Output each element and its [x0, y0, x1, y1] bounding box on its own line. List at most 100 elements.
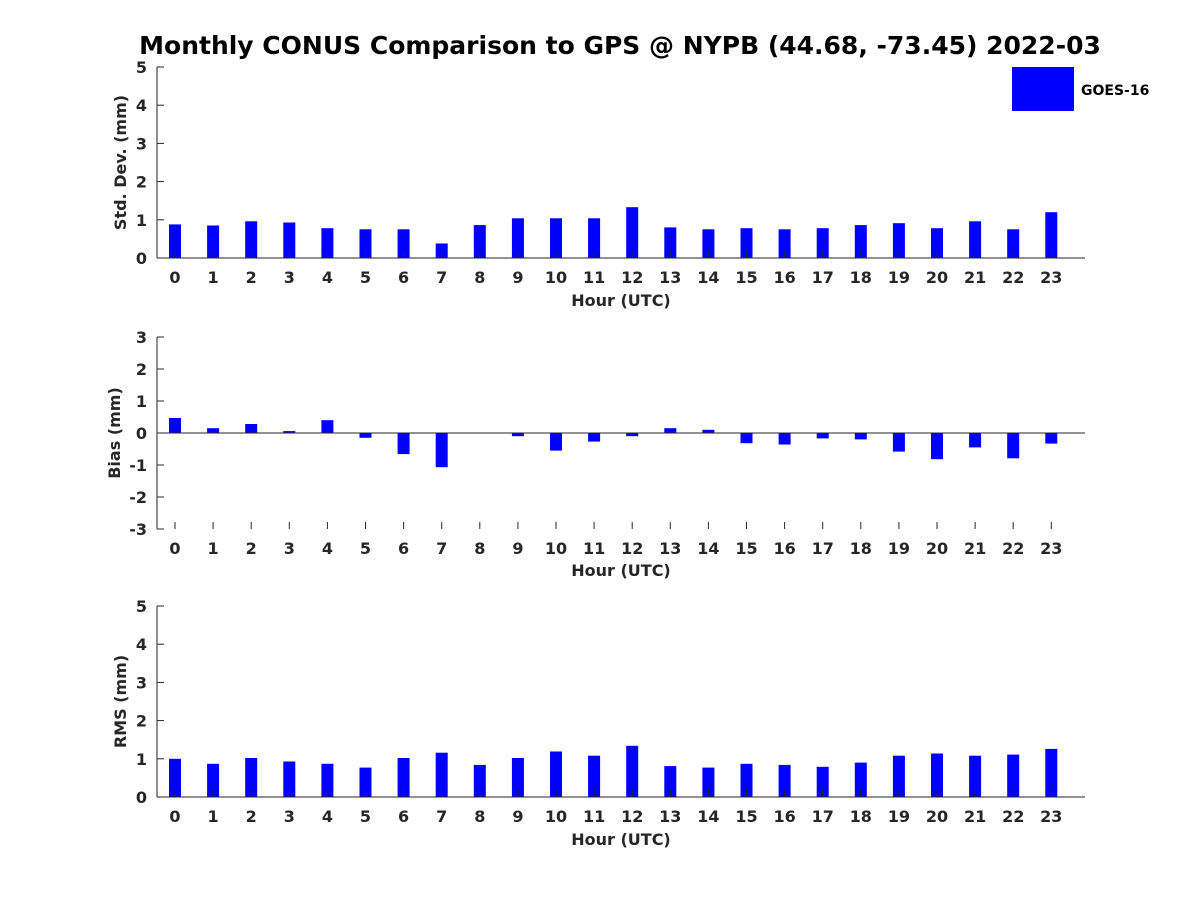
std-dev-x-tick-label: 7: [436, 268, 447, 287]
rms-y-tick-label: 1: [136, 750, 147, 769]
bias-x-tick-label: 3: [284, 539, 295, 558]
bias-bar-hour-0: [169, 418, 181, 433]
bias-x-tick-label: 17: [812, 539, 834, 558]
bias-x-tick-label: 5: [360, 539, 371, 558]
std-dev-x-tick-label: 12: [621, 268, 643, 287]
rms-x-axis-label: Hour (UTC): [571, 830, 671, 849]
bias-bar-hour-9: [511, 433, 524, 437]
std-dev-bar-hour-22: [1007, 229, 1020, 258]
rms-bar-hour-16: [778, 764, 791, 797]
std-dev-y-tick-label: 3: [136, 134, 147, 153]
std-dev-x-tick-label: 6: [398, 268, 409, 287]
rms-bar-hour-22: [1007, 754, 1020, 797]
bias-x-tick-label: 6: [398, 539, 409, 558]
bias-bar-hour-2: [245, 424, 258, 433]
std-dev-bar-hour-7: [435, 243, 448, 258]
std-dev-bar-hour-14: [702, 229, 715, 258]
std-dev-y-tick-label: 0: [136, 249, 147, 268]
legend: GOES-16: [1012, 67, 1149, 111]
std-dev-y-tick-label: 2: [136, 173, 147, 192]
std-dev-bar-hour-11: [588, 218, 601, 258]
rms-bar-hour-9: [511, 758, 524, 797]
std-dev-x-tick-label: 3: [284, 268, 295, 287]
rms-y-tick-label: 3: [136, 673, 147, 692]
rms-bar-hour-14: [702, 767, 715, 797]
chart-title: Monthly CONUS Comparison to GPS @ NYPB (…: [139, 31, 1101, 60]
rms-bar-hour-21: [969, 755, 982, 797]
bias-bar-hour-17: [816, 433, 829, 439]
rms-x-tick-label: 0: [169, 807, 180, 826]
bias-x-tick-label: 11: [583, 539, 605, 558]
std-dev-x-tick-label: 14: [697, 268, 719, 287]
bias-bar-hour-12: [626, 433, 639, 437]
std-dev-y-tick-label: 4: [136, 96, 147, 115]
rms-y-tick-label: 4: [136, 635, 147, 654]
std-dev-bar-hour-17: [816, 228, 829, 258]
rms-bar-hour-10: [550, 751, 562, 797]
rms-x-tick-label: 17: [812, 807, 834, 826]
bias-x-tick-label: 2: [246, 539, 257, 558]
std-dev-bar-hour-18: [854, 225, 867, 258]
bias-x-tick-label: 22: [1002, 539, 1024, 558]
std-dev-bar-hour-1: [207, 225, 220, 258]
std-dev-bar-hour-6: [397, 229, 410, 258]
bias-y-tick-label: -2: [129, 488, 147, 507]
rms-x-tick-label: 7: [436, 807, 447, 826]
bias-bar-hour-14: [702, 429, 715, 433]
std-dev-x-tick-label: 15: [735, 268, 757, 287]
rms-x-tick-label: 10: [545, 807, 567, 826]
std-dev-y-axis-label: Std. Dev. (mm): [111, 95, 130, 230]
std-dev-y-tick-label: 5: [136, 58, 147, 77]
std-dev-bar-hour-12: [626, 207, 639, 258]
rms-x-tick-label: 4: [322, 807, 333, 826]
bias-y-tick-label: 1: [136, 392, 147, 411]
bias-x-tick-label: 4: [322, 539, 333, 558]
std-dev-bar-hour-8: [473, 225, 486, 258]
rms-bar-hour-7: [435, 752, 448, 797]
bias-bar-hour-19: [892, 433, 905, 452]
bias-x-tick-label: 15: [735, 539, 757, 558]
rms-bar-hour-2: [245, 758, 258, 797]
std-dev-bar-hour-5: [359, 229, 372, 258]
bias-y-tick-label: 2: [136, 360, 147, 379]
std-dev-bar-hour-0: [169, 224, 181, 258]
std-dev-bar-hour-9: [511, 218, 524, 258]
bias-x-tick-label: 9: [512, 539, 523, 558]
std-dev-x-axis-label: Hour (UTC): [571, 291, 671, 310]
rms-bar-hour-23: [1045, 748, 1058, 797]
bias-x-tick-label: 13: [659, 539, 681, 558]
std-dev-x-tick-label: 23: [1040, 268, 1062, 287]
bias-x-axis-label: Hour (UTC): [571, 561, 671, 580]
bias-x-tick-label: 16: [773, 539, 795, 558]
bias-y-tick-label: 3: [136, 328, 147, 347]
std-dev-x-tick-label: 1: [208, 268, 219, 287]
rms-bar-hour-13: [664, 766, 677, 797]
rms-x-tick-label: 18: [850, 807, 872, 826]
rms-x-tick-label: 14: [697, 807, 719, 826]
bias-x-tick-label: 23: [1040, 539, 1062, 558]
bias-y-tick-label: -3: [129, 520, 147, 539]
std-dev-x-tick-label: 0: [169, 268, 180, 287]
bias-bar-hour-15: [740, 433, 753, 444]
bias-y-tick-label: 0: [136, 424, 147, 443]
std-dev-x-tick-label: 13: [659, 268, 681, 287]
bias-x-tick-label: 19: [888, 539, 910, 558]
std-dev-x-tick-label: 18: [850, 268, 872, 287]
rms-bar-hour-3: [283, 761, 296, 797]
rms-x-tick-label: 20: [926, 807, 948, 826]
rms-bar-hour-11: [588, 755, 601, 797]
bias-x-tick-label: 1: [208, 539, 219, 558]
rms-x-tick-label: 13: [659, 807, 681, 826]
rms-x-tick-label: 21: [964, 807, 986, 826]
bias-bar-hour-3: [283, 431, 296, 433]
std-dev-x-tick-label: 20: [926, 268, 948, 287]
rms-x-tick-label: 19: [888, 807, 910, 826]
bias-y-tick-label: -1: [129, 456, 147, 475]
std-dev-bar-hour-21: [969, 221, 982, 258]
rms-x-tick-label: 22: [1002, 807, 1024, 826]
rms-bar-hour-17: [816, 766, 829, 797]
std-dev-bar-hour-13: [664, 227, 677, 258]
